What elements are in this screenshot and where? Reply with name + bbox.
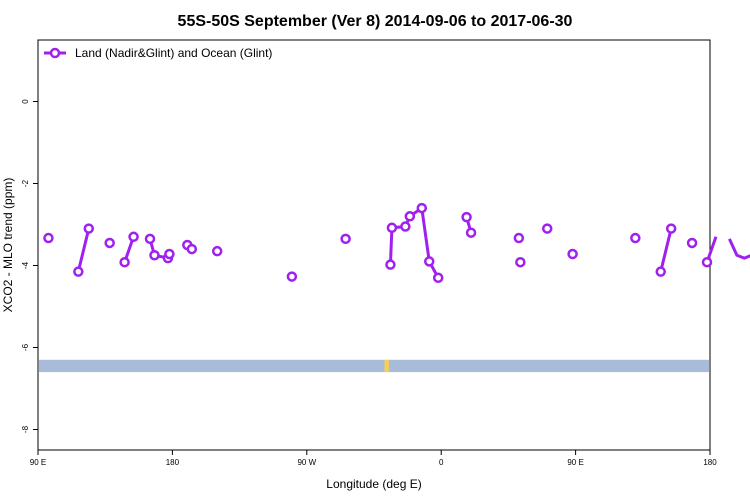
data-point	[461, 211, 472, 223]
series-line-segment	[728, 238, 750, 260]
data-point	[513, 232, 525, 244]
data-point	[515, 256, 526, 268]
legend-marker	[49, 47, 61, 59]
series-line-segment	[659, 228, 673, 273]
y-tick-label: -6	[21, 343, 30, 351]
data-point	[340, 233, 351, 245]
series-layer	[43, 202, 750, 284]
data-point	[665, 223, 677, 234]
legend-label: Land (Nadir&Glint) and Ocean (Glint)	[75, 46, 272, 60]
data-point	[404, 211, 416, 222]
data-point	[211, 245, 223, 257]
data-point	[424, 256, 435, 267]
data-point	[149, 250, 160, 261]
data-point	[83, 223, 95, 234]
data-point	[286, 271, 298, 282]
legend: Land (Nadir&Glint) and Ocean (Glint)	[44, 46, 272, 60]
data-point	[400, 221, 411, 232]
map-strip	[39, 359, 709, 373]
data-point	[128, 231, 139, 243]
data-point	[386, 222, 398, 234]
y-tick-label: -2	[21, 179, 30, 187]
x-tick-label: 180	[703, 458, 717, 467]
x-tick-label: 90 E	[30, 458, 46, 467]
y-axis: 0 -2 -4 -6 -8	[21, 99, 38, 433]
x-tick-label: 90 W	[297, 458, 316, 467]
x-axis-label: Longitude (deg E)	[326, 477, 421, 491]
ocean-band	[39, 359, 709, 373]
x-tick-label: 180	[166, 458, 180, 467]
x-tick-label: 90 E	[567, 458, 583, 467]
data-point	[541, 223, 553, 234]
land-patch	[384, 359, 389, 373]
x-axis: 90 E 180 90 W 0 90 E 180	[30, 450, 717, 467]
data-point	[186, 243, 198, 255]
y-tick-label: 0	[21, 99, 30, 104]
data-point	[701, 256, 713, 268]
data-point	[655, 266, 666, 277]
plot-frame	[37, 39, 711, 451]
data-point	[104, 237, 115, 249]
data-point	[385, 259, 396, 270]
data-point	[567, 248, 578, 260]
data-point	[164, 248, 175, 260]
data-point	[73, 266, 84, 277]
y-axis-label: XCO2 - MLO trend (ppm)	[1, 178, 15, 313]
series-line-segment	[76, 228, 91, 273]
data-point	[465, 227, 477, 238]
data-point	[43, 232, 54, 244]
data-point	[432, 272, 444, 284]
data-point	[686, 237, 698, 249]
y-tick-label: -8	[21, 425, 30, 433]
x-tick-label: 0	[439, 458, 444, 467]
data-point	[144, 233, 156, 245]
data-point	[416, 202, 428, 214]
data-point	[119, 256, 130, 268]
y-tick-label: -4	[21, 261, 30, 269]
data-point	[630, 232, 641, 244]
chart-title: 55S-50S September (Ver 8) 2014-09-06 to …	[178, 13, 573, 30]
